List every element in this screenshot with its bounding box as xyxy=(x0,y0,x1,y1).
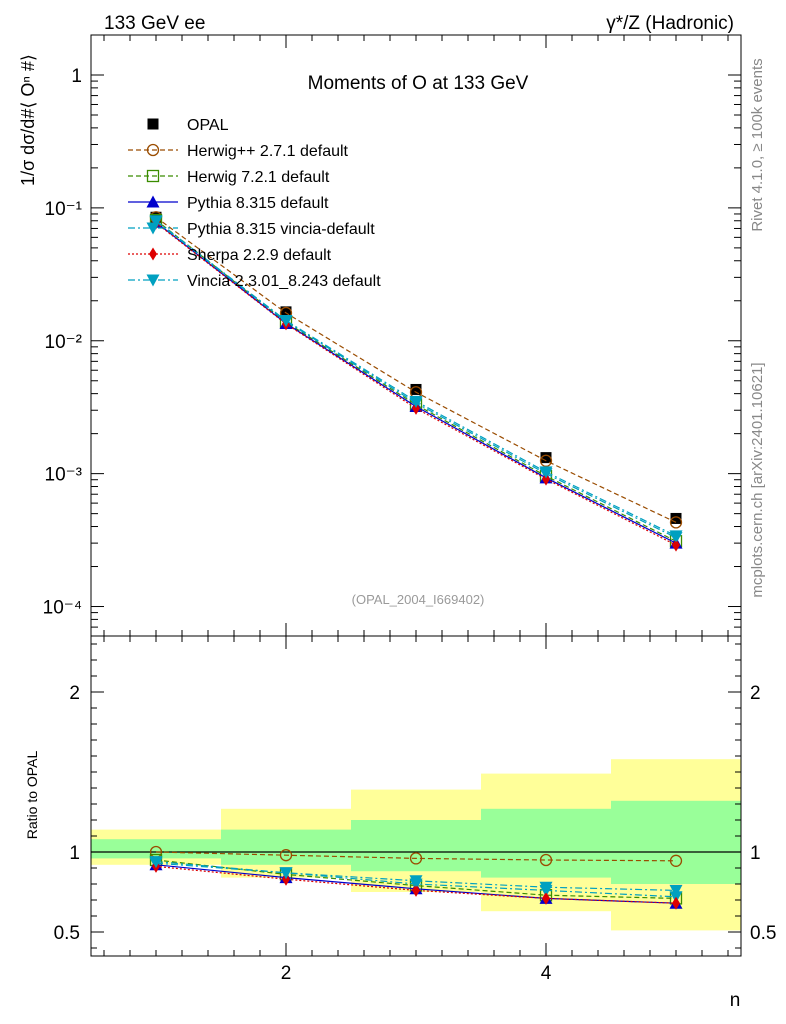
series-line-3 xyxy=(155,221,677,544)
uncertainty-band-inner xyxy=(91,839,221,859)
data-point xyxy=(539,454,553,467)
x-tick-label: 2 xyxy=(281,963,292,984)
main-y-ticks: 1 10⁻¹ 10⁻² 10⁻³ 10⁻⁴ xyxy=(43,34,741,637)
rivet-label: Rivet 4.1.0, ≥ 100k events xyxy=(749,58,766,231)
legend-label: Pythia 8.315 default xyxy=(187,195,329,212)
y-tick-label: 10⁻¹ xyxy=(45,199,83,220)
ratio-y-axis-label: Ratio to OPAL xyxy=(24,751,40,840)
ratio-point xyxy=(539,853,553,867)
ratio-point xyxy=(669,884,683,897)
series-line-4 xyxy=(155,221,677,539)
y-tick-label: 10⁻⁴ xyxy=(43,598,82,619)
ratio-point xyxy=(409,852,423,865)
main-y-axis-label: 1/σ dσ/d#⟨ Oⁿ #⟩ xyxy=(18,54,38,186)
uncertainty-band-inner xyxy=(351,820,481,872)
ratio-ticks: 0.5 0.5 1 1 2 2 2 4 xyxy=(54,636,776,984)
ratio-y-tick-label-right: 0.5 xyxy=(750,923,776,944)
legend-marker xyxy=(146,143,160,157)
ratio-y-tick-label-right: 1 xyxy=(750,843,761,864)
legend-marker xyxy=(149,247,157,261)
data-point xyxy=(672,538,680,552)
uncertainty-band-inner xyxy=(611,800,741,884)
series-line-5 xyxy=(155,222,677,546)
mcplots-label: mcplots.cern.ch [arXiv:2401.10621] xyxy=(749,362,766,597)
legend-marker xyxy=(146,274,160,287)
series-line-2 xyxy=(155,219,677,542)
legend-label: Pythia 8.315 vincia-default xyxy=(187,221,375,238)
ratio-frame xyxy=(90,635,742,957)
main-title: Moments of O at 133 GeV xyxy=(308,73,529,94)
data-point xyxy=(149,215,163,228)
data-point xyxy=(540,452,552,464)
ratio-y-tick-label-right: 2 xyxy=(750,683,761,704)
legend-label: Herwig++ 2.7.1 default xyxy=(187,143,349,160)
series-line-1 xyxy=(155,216,677,523)
ratio-point xyxy=(279,849,293,862)
ratio-point xyxy=(279,867,293,880)
legend-marker xyxy=(146,169,160,183)
ratio-bands xyxy=(91,759,741,931)
legend-label: Herwig 7.2.1 default xyxy=(187,169,330,186)
data-point xyxy=(670,512,682,524)
ratio-y-tick-label-left: 1 xyxy=(69,843,80,864)
data-point xyxy=(542,472,550,486)
data-point xyxy=(279,315,293,328)
ratio-point xyxy=(669,854,683,867)
y-tick-label: 10⁻³ xyxy=(45,465,83,486)
watermark: (OPAL_2004_I669402) xyxy=(352,592,485,607)
ratio-y-tick-label-left: 2 xyxy=(69,683,80,704)
uncertainty-band-inner xyxy=(221,829,351,865)
legend-marker xyxy=(147,118,159,130)
legend-label: OPAL xyxy=(187,117,229,134)
header-right: γ*/Z (Hadronic) xyxy=(606,13,734,34)
data-point xyxy=(539,466,553,479)
data-point xyxy=(669,530,683,543)
y-tick-label: 1 xyxy=(71,66,82,87)
legend-label: Vincia 2.3.01_8.243 default xyxy=(187,273,381,290)
legend-marker xyxy=(146,195,160,208)
ratio-point xyxy=(542,891,550,905)
uncertainty-band-inner xyxy=(481,808,611,878)
data-point xyxy=(409,395,423,408)
ratio-point xyxy=(672,896,680,910)
x-tick-label: 4 xyxy=(541,963,552,984)
ratio-point xyxy=(409,875,423,888)
legend-label: Sherpa 2.2.9 default xyxy=(187,247,332,264)
y-tick-label: 10⁻² xyxy=(45,332,83,353)
ratio-point xyxy=(539,881,553,894)
data-point xyxy=(410,383,422,395)
series-line-6 xyxy=(155,220,677,537)
x-axis-label: n xyxy=(730,990,741,1011)
ratio-line xyxy=(155,859,677,899)
ratio-series xyxy=(149,845,683,910)
ratio-point xyxy=(149,856,163,869)
data-point xyxy=(280,306,292,318)
legend-marker xyxy=(146,222,160,235)
ratio-y-tick-label-left: 0.5 xyxy=(54,923,80,944)
data-point xyxy=(669,516,683,529)
legend: OPAL Herwig++ 2.7.1 default Herwig 7.2.1 d… xyxy=(128,117,381,290)
header-left: 133 GeV ee xyxy=(104,13,205,34)
ratio-line xyxy=(155,851,677,862)
ratio-point xyxy=(412,883,420,897)
data-point xyxy=(412,401,420,415)
